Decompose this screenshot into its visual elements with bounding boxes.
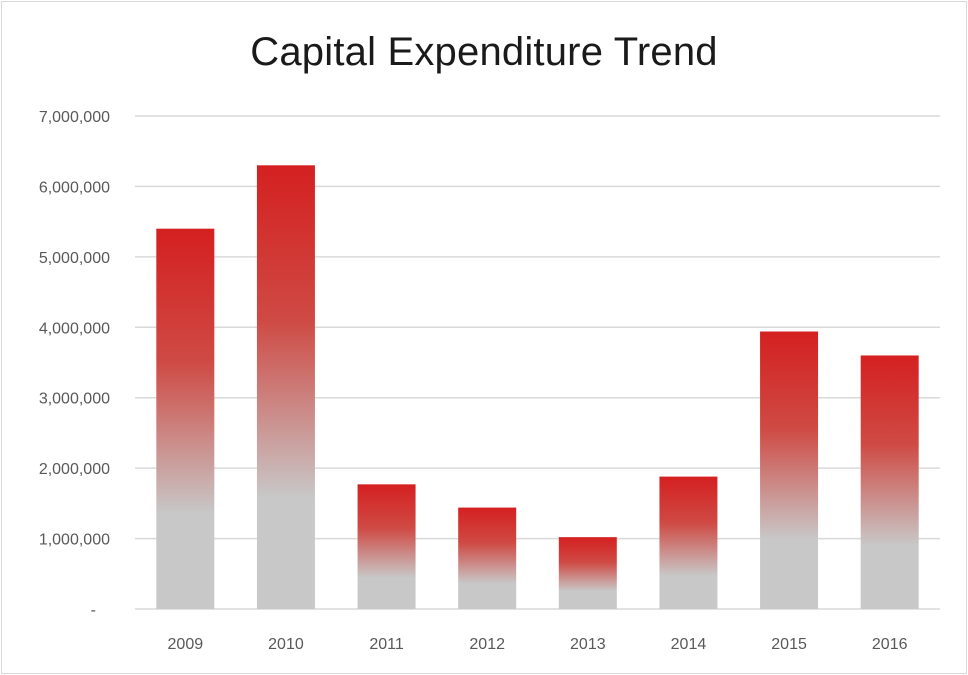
x-tick-label: 2011 xyxy=(369,636,404,653)
x-tick-label: 2010 xyxy=(268,636,304,653)
bar-2010 xyxy=(256,165,315,610)
bar-2015 xyxy=(760,331,819,609)
y-tick-label: 7,000,000 xyxy=(39,109,110,126)
y-tick-label: 1,000,000 xyxy=(39,532,110,549)
y-tick-label: - xyxy=(91,602,96,619)
x-tick-label: 2012 xyxy=(469,636,505,653)
y-tick-label: 2,000,000 xyxy=(39,461,110,478)
x-tick-label: 2013 xyxy=(570,636,606,653)
x-axis-ticks: 2009 2010 2011 2012 2013 2014 2015 2016 xyxy=(168,636,908,653)
gridlines xyxy=(135,115,940,610)
chart-title: Capital Expenditure Trend xyxy=(250,30,718,74)
bar-2011 xyxy=(357,484,416,609)
x-tick-label: 2014 xyxy=(671,636,707,653)
y-axis-ticks: - 1,000,000 2,000,000 3,000,000 4,000,000 5,0… xyxy=(39,109,110,619)
y-tick-label: 5,000,000 xyxy=(39,250,110,267)
bar-2014 xyxy=(659,476,718,609)
bars xyxy=(156,165,919,610)
x-tick-label: 2009 xyxy=(168,636,204,653)
x-tick-label: 2016 xyxy=(872,636,908,653)
y-tick-label: 6,000,000 xyxy=(39,179,110,196)
y-tick-label: 3,000,000 xyxy=(39,391,110,408)
bar-2016 xyxy=(860,355,919,609)
bar-2013 xyxy=(558,537,617,609)
bar-2009 xyxy=(156,228,215,609)
x-tick-label: 2015 xyxy=(771,636,807,653)
y-tick-label: 4,000,000 xyxy=(39,320,110,337)
bar-2012 xyxy=(458,507,517,609)
